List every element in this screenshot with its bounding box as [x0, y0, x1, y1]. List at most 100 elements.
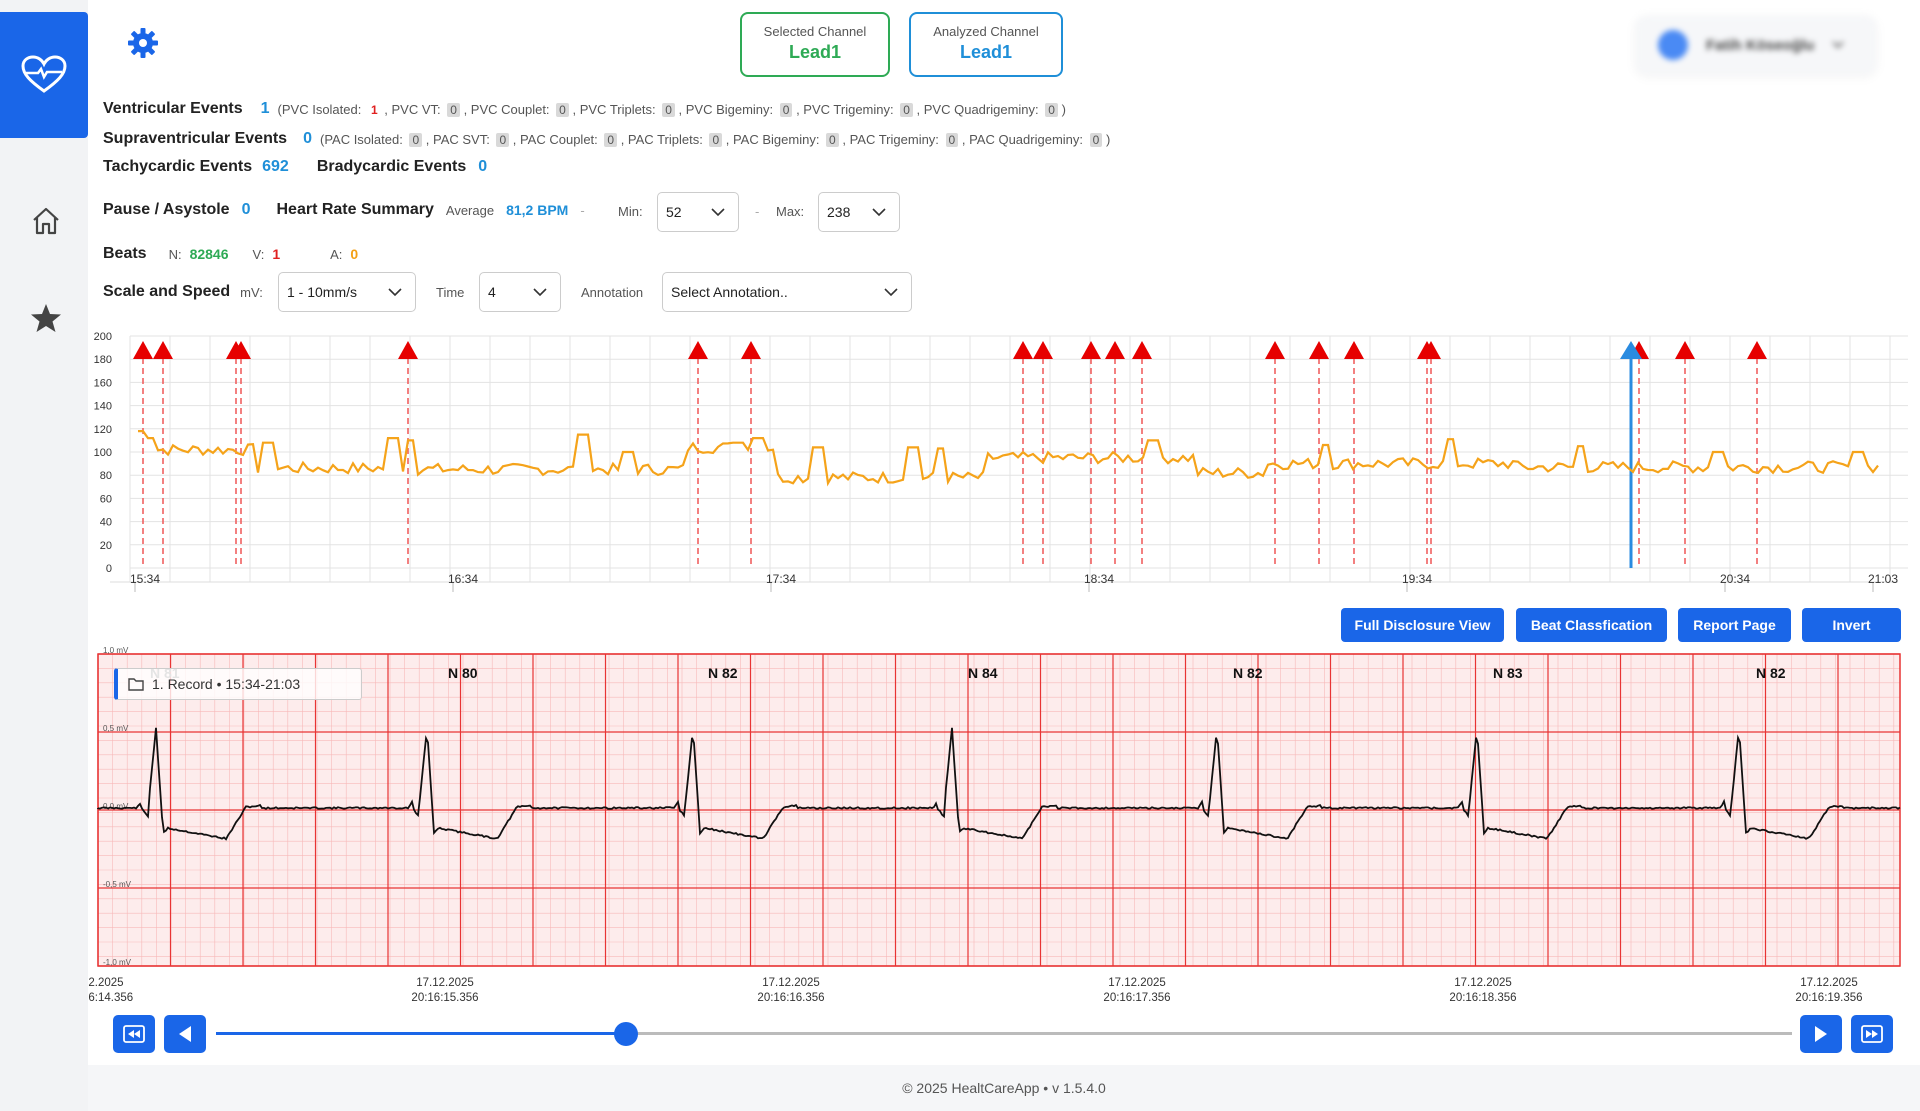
- timeline-slider[interactable]: [216, 1022, 1792, 1046]
- detail-label: , PAC Trigeminy:: [842, 131, 943, 147]
- ecg-strip[interactable]: 1,0 mV0,5 mV0,0 mV-0,5 mV-1,0 mVN 81N 80…: [88, 642, 1920, 1010]
- annotation-select[interactable]: Select Annotation..: [662, 272, 912, 312]
- time-label: Time: [436, 285, 465, 300]
- annotation-value: Select Annotation..: [671, 284, 788, 300]
- detail-value-chip: 1: [370, 102, 378, 117]
- report-page-button[interactable]: Report Page: [1678, 608, 1791, 642]
- invert-button[interactable]: Invert: [1802, 608, 1901, 642]
- event-marker-icon: [1344, 341, 1364, 359]
- event-marker-icon: [1675, 341, 1695, 359]
- analyzed-channel-box[interactable]: Analyzed Channel Lead1: [909, 12, 1063, 77]
- y-tick-label: 100: [94, 447, 112, 459]
- detail-value-chip: 0: [709, 132, 723, 147]
- full-disclosure-view-button[interactable]: Full Disclosure View: [1341, 608, 1504, 642]
- y-tick-label: 180: [94, 354, 112, 366]
- event-marker-icon: [1013, 341, 1033, 359]
- chevron-down-icon: [388, 288, 402, 297]
- detail-label: , PAC Bigeminy:: [725, 131, 824, 147]
- beat-classification-button[interactable]: Beat Classfication: [1516, 608, 1667, 642]
- time-label-time: 20:16:19.356: [1795, 992, 1862, 1004]
- detail-label: , PVC Triplets:: [572, 101, 660, 117]
- heart-icon: [21, 55, 67, 93]
- app-logo[interactable]: [0, 12, 88, 138]
- record-info-box[interactable]: 1. Record • 15:34-21:03: [114, 668, 362, 700]
- mv-scale-select[interactable]: 1 - 10mm/s: [278, 272, 416, 312]
- skip-forward-button[interactable]: [1851, 1015, 1893, 1053]
- slider-thumb[interactable]: [613, 1022, 638, 1046]
- time-label-date: 17.12.2025: [762, 977, 820, 989]
- supraventricular-events-count: 0: [303, 130, 312, 147]
- time-label-date: 17.12.2025: [1454, 977, 1512, 989]
- hr-max-select[interactable]: 238: [818, 192, 900, 232]
- y-tick-label: 40: [100, 517, 112, 529]
- mv-label: -1,0 mV: [103, 958, 132, 967]
- beat-label: N 82: [708, 665, 738, 681]
- slider-fill: [216, 1032, 626, 1035]
- event-marker-icon: [153, 341, 173, 359]
- pause-hr-row: Pause / Asystole 0 Heart Rate Summary Av…: [103, 201, 585, 219]
- event-marker-icon: [1033, 341, 1053, 359]
- hr-average-label: Average: [445, 202, 495, 218]
- detail-value-chip: 0: [945, 132, 959, 147]
- beats-n-value: 82846: [189, 246, 229, 262]
- hr-average-value: 81,2 BPM: [506, 202, 569, 218]
- event-marker-icon: [1265, 341, 1285, 359]
- y-tick-label: 120: [94, 424, 112, 436]
- scale-speed-label: Scale and Speed: [103, 283, 231, 300]
- analyzed-channel-label: Analyzed Channel: [933, 24, 1039, 39]
- chevron-down-icon: [1832, 41, 1845, 49]
- time-label-date: 17.12.2025: [1108, 977, 1166, 989]
- x-tick-label: 19:34: [1402, 572, 1432, 586]
- time-label-time: 20:16:17.356: [1103, 992, 1170, 1004]
- hr-min-value: 52: [666, 204, 682, 220]
- selected-channel-label: Selected Channel: [763, 24, 867, 39]
- time-label-time: 20:16:15.356: [411, 992, 478, 1004]
- heart-rate-line: [138, 429, 1879, 487]
- x-tick-label: 16:34: [448, 572, 478, 586]
- time-select[interactable]: 4: [479, 272, 561, 312]
- analyzed-channel-value: Lead1: [959, 42, 1013, 62]
- mv-scale-value: 1 - 10mm/s: [287, 284, 358, 300]
- detail-value-chip: 0: [447, 102, 460, 117]
- hr-min-label: Min:: [618, 204, 643, 219]
- detail-value-chip: 0: [496, 132, 510, 147]
- chevron-down-icon: [533, 288, 547, 297]
- detail-close-paren: ): [1105, 131, 1111, 147]
- selected-channel-box[interactable]: Selected Channel Lead1: [740, 12, 890, 77]
- detail-value-chip: 0: [779, 102, 793, 117]
- x-tick-label: 20:34: [1720, 572, 1750, 586]
- tachycardic-events-label: Tachycardic Events: [103, 158, 253, 175]
- detail-label: , PVC VT:: [384, 101, 445, 117]
- detail-value-chip: 0: [604, 132, 618, 147]
- hr-min-select[interactable]: 52: [657, 192, 739, 232]
- beat-label: N 80: [448, 665, 478, 681]
- heart-rate-summary-label: Heart Rate Summary: [276, 201, 434, 218]
- user-name: Fatih Köseoğlu: [1706, 36, 1815, 54]
- star-icon[interactable]: [30, 302, 62, 334]
- skip-back-button[interactable]: [113, 1015, 155, 1053]
- next-button[interactable]: [1800, 1015, 1842, 1053]
- time-label-time: 20:16:18.356: [1449, 992, 1516, 1004]
- beats-a-value: 0: [350, 246, 359, 262]
- detail-value-chip: 0: [662, 102, 675, 117]
- event-marker-icon: [1421, 341, 1441, 359]
- mv-label: 1,0 mV: [103, 646, 129, 655]
- event-marker-icon: [1132, 341, 1152, 359]
- play-icon: [1815, 1026, 1827, 1042]
- chevron-down-icon: [711, 208, 725, 217]
- home-icon[interactable]: [30, 205, 62, 237]
- hr-dash-2: -: [755, 204, 760, 219]
- time-label-date: 17.12.2025: [1800, 977, 1858, 989]
- ecg-waveform: [97, 727, 1901, 841]
- detail-label: , PAC Triplets:: [620, 131, 707, 147]
- settings-gear-icon[interactable]: [127, 27, 159, 59]
- prev-button[interactable]: [164, 1015, 206, 1053]
- x-tick-label: 15:34: [130, 572, 160, 586]
- beat-label: N 82: [1233, 665, 1263, 681]
- supraventricular-details: (PAC Isolated: 0 , PAC SVT: 0 , PAC Coup…: [320, 132, 1110, 147]
- user-menu[interactable]: Fatih Köseoğlu: [1636, 16, 1876, 74]
- detail-value-chip: 0: [1089, 132, 1103, 147]
- detail-label: , PAC Quadrigeminy:: [961, 131, 1087, 147]
- event-marker-icon: [1081, 341, 1101, 359]
